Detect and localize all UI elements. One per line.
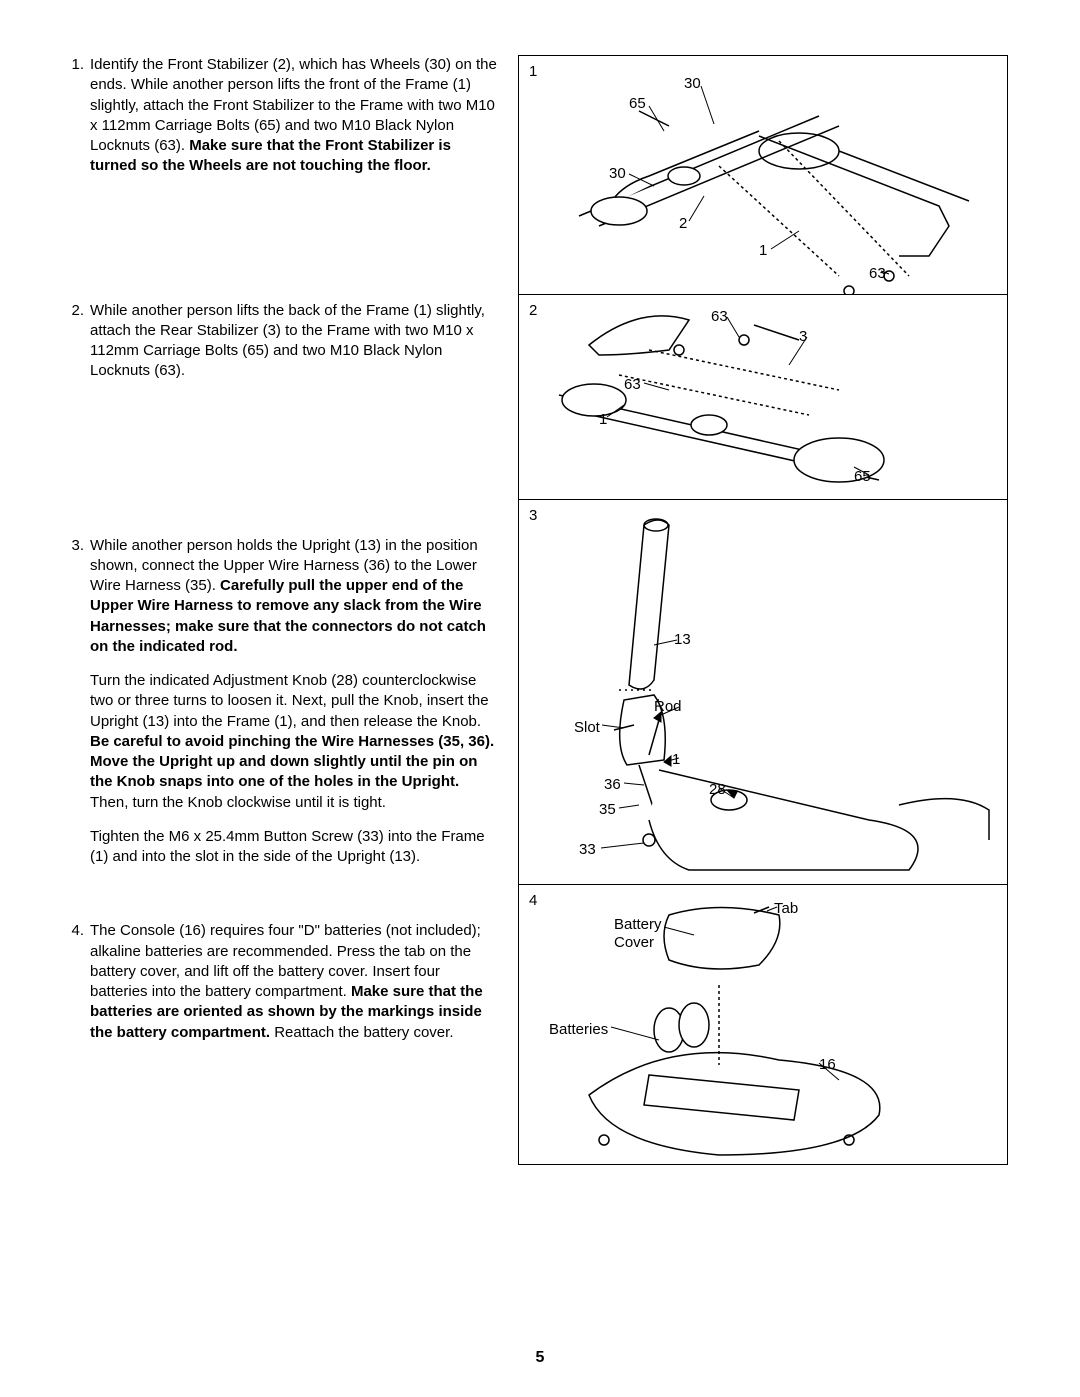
figure-callout-label: 63 bbox=[869, 264, 886, 284]
figure-callout-label: 2 bbox=[679, 214, 687, 234]
page: 1. Identify the Front Stabilizer (2), wh… bbox=[0, 0, 1080, 1195]
figure-callout-label: 3 bbox=[799, 327, 807, 347]
step-body: While another person lifts the back of t… bbox=[90, 301, 500, 396]
step-body: Identify the Front Stabilizer (2), which… bbox=[90, 55, 500, 191]
step-1: 1. Identify the Front Stabilizer (2), wh… bbox=[60, 55, 500, 191]
step-number: 1. bbox=[60, 55, 90, 191]
figure-1: 1 bbox=[518, 55, 1008, 295]
figure-callout-label: 35 bbox=[599, 800, 616, 820]
figures-column: 1 bbox=[518, 55, 1008, 1165]
figure-callout-label: 36 bbox=[604, 775, 621, 795]
figure-callout-label: 63 bbox=[711, 307, 728, 327]
figure-2: 2 bbox=[518, 295, 1008, 500]
step-body: The Console (16) requires four "D" batte… bbox=[90, 921, 500, 1057]
figure-callout-label: 65 bbox=[854, 467, 871, 487]
figure-callout-label: Rod bbox=[654, 697, 682, 717]
figure-callout-label: 28 bbox=[709, 780, 726, 800]
figure-callout-label: 1 bbox=[759, 241, 767, 261]
step-2: 2. While another person lifts the back o… bbox=[60, 301, 500, 396]
figure-callout-label: 33 bbox=[579, 840, 596, 860]
step-paragraph: Tighten the M6 x 25.4mm Button Screw (33… bbox=[90, 827, 500, 868]
step-3: 3. While another person holds the Uprigh… bbox=[60, 536, 500, 882]
step-number: 3. bbox=[60, 536, 90, 882]
figure-callout-label: Tab bbox=[774, 899, 798, 919]
figure-3: 3 bbox=[518, 500, 1008, 885]
step-paragraph: Turn the indicated Adjustment Knob (28) … bbox=[90, 671, 500, 813]
figure-callout-label: 30 bbox=[609, 164, 626, 184]
step-paragraph: While another person holds the Upright (… bbox=[90, 536, 500, 658]
figure-callout-label: 13 bbox=[674, 630, 691, 650]
step-number: 4. bbox=[60, 921, 90, 1057]
figure-callout-label: 30 bbox=[684, 74, 701, 94]
step-paragraph: The Console (16) requires four "D" batte… bbox=[90, 921, 500, 1043]
figure-callout-label: Cover bbox=[614, 933, 654, 953]
instructions-column: 1. Identify the Front Stabilizer (2), wh… bbox=[60, 55, 500, 1165]
figure-2-drawing bbox=[519, 295, 1009, 500]
figure-callout-label: 65 bbox=[629, 94, 646, 114]
step-body: While another person holds the Upright (… bbox=[90, 536, 500, 882]
step-paragraph: While another person lifts the back of t… bbox=[90, 301, 500, 382]
step-number: 2. bbox=[60, 301, 90, 396]
figure-3-drawing bbox=[519, 500, 1009, 885]
step-4: 4. The Console (16) requires four "D" ba… bbox=[60, 921, 500, 1057]
figure-callout-label: 1 bbox=[672, 750, 680, 770]
figure-callout-label: 63 bbox=[624, 375, 641, 395]
page-number: 5 bbox=[0, 1347, 1080, 1369]
figure-4: 4 T bbox=[518, 885, 1008, 1165]
figure-callout-label: 1 bbox=[599, 410, 607, 430]
figure-callout-label: Batteries bbox=[549, 1020, 608, 1040]
figure-callout-label: Slot bbox=[574, 718, 600, 738]
step-paragraph: Identify the Front Stabilizer (2), which… bbox=[90, 55, 500, 177]
figure-callout-label: 16 bbox=[819, 1055, 836, 1075]
